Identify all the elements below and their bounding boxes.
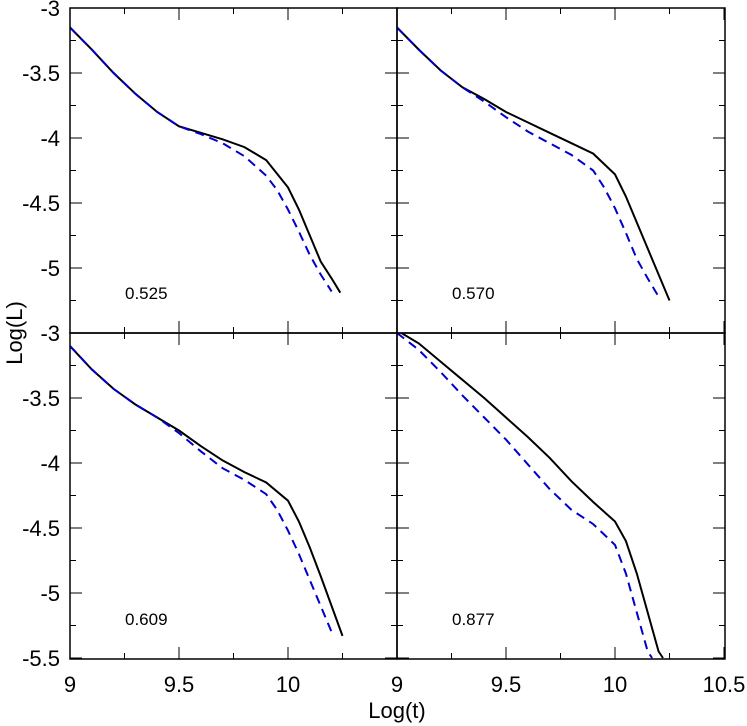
panel-label: 0.525 [125,284,168,303]
tick-marks [70,333,397,659]
panel-3: 0.609 [69,332,398,660]
panel-label: 0.609 [125,610,168,629]
panels-group: 0.525 0.570 0.609 0.877 [69,7,726,660]
tick-labels-group: 9 9.5 10 9 9.5 10 10.5 -3 -3.5 -4 -4.5 -5 -3 -3.5 -4 -4… [22,0,745,697]
panel-frame [396,7,726,334]
y-tick-label: -3.5 [22,386,60,411]
x-axis-title: Log(t) [368,698,425,723]
y-axis-title: Log(L) [2,301,27,365]
series-dashed-line [397,26,660,298]
y-tick-label: -4 [40,126,60,151]
x-tick-label: 10 [603,672,627,697]
panel-label: 0.877 [452,610,495,629]
panel-2: 0.570 [396,7,726,334]
series-solid-line [70,345,344,637]
series-solid-line [70,26,342,294]
panel-label: 0.570 [452,284,495,303]
y-tick-label: -3 [40,321,60,346]
tick-marks [397,8,725,333]
panel-frame [396,332,726,660]
tick-marks [397,333,725,659]
series-dashed-line [397,333,653,659]
series-dashed-line [70,26,333,292]
y-tick-label: -4 [40,451,60,476]
x-tick-label: 9.5 [491,672,522,697]
y-tick-label: -3 [40,0,60,21]
tick-marks [70,8,397,333]
y-tick-label: -4.5 [22,516,60,541]
y-tick-label: -5 [40,256,60,281]
panel-frame [69,7,398,334]
panel-frame [69,332,398,660]
series-solid-line [397,26,671,301]
x-tick-label: 9.5 [164,672,195,697]
y-tick-label: -5.5 [22,646,60,671]
panel-1: 0.525 [69,7,398,334]
y-tick-label: -5 [40,581,60,606]
y-tick-label: -4.5 [22,191,60,216]
series-solid-line [400,333,664,659]
x-tick-label: 10 [276,672,300,697]
x-tick-label: 9 [391,672,403,697]
x-tick-label: 9 [64,672,76,697]
y-tick-label: -3.5 [22,61,60,86]
series-dashed-line [70,345,333,633]
x-tick-label: 10.5 [703,672,746,697]
panel-4: 0.877 [396,332,726,660]
